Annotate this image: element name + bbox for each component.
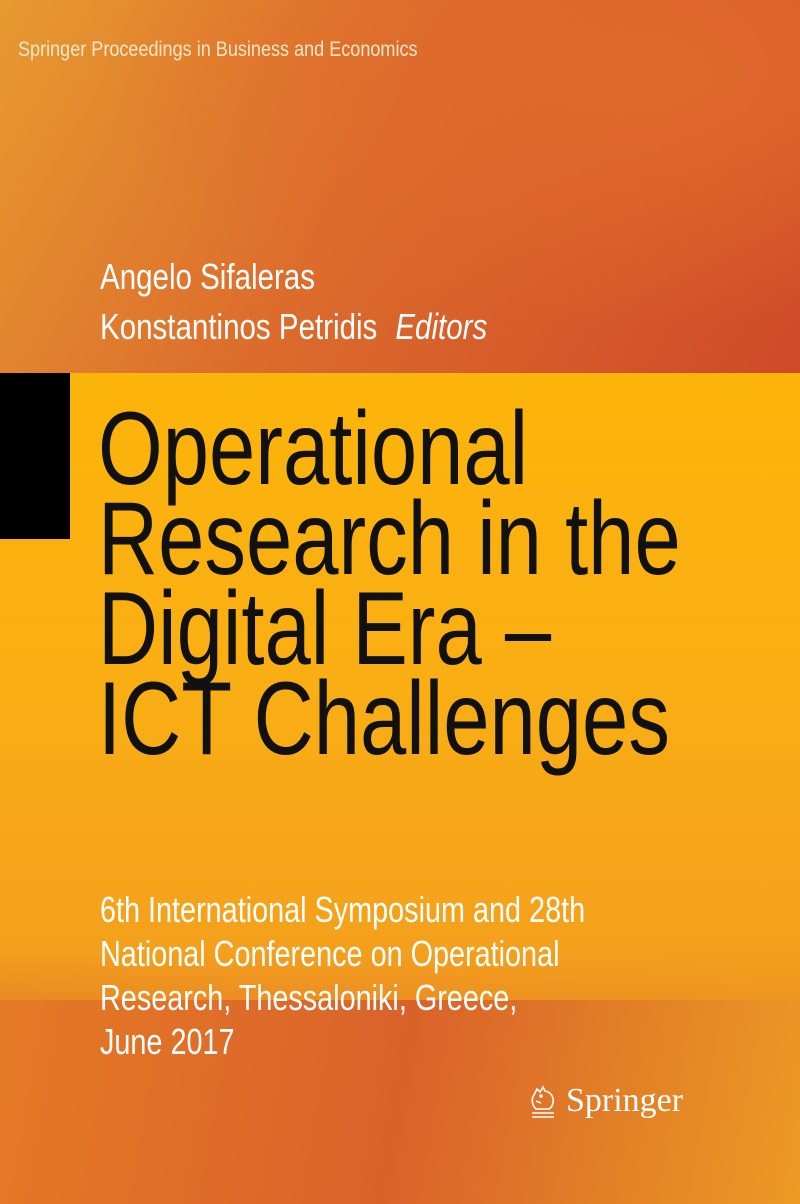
editor-name: Konstantinos Petridis [100,306,378,347]
title-line: ICT Challenges [98,661,670,777]
editor-name: Angelo Sifaleras [100,256,315,297]
cover-top-background [0,0,800,373]
springer-knight-icon [531,1085,554,1118]
cover-bottom-background [0,1000,800,1204]
editors: Angelo Sifaleras Konstantinos Petridis Ed… [100,252,487,352]
black-accent-block [0,373,70,539]
series-name: Springer Proceedings in Business and Eco… [18,38,418,61]
publisher-logo: Springer [528,1082,683,1120]
title-line: Research in the [98,481,681,597]
book-title: Operational Research in the Digital Era … [98,391,681,777]
subtitle-line: June 2017 [100,1021,235,1062]
subtitle-line: National Conference on Operational [100,933,560,974]
title-line: Operational [98,391,529,507]
subtitle-line: Research, Thessaloniki, Greece, [100,977,518,1018]
title-band [0,373,800,1053]
subtitle-line: 6th International Symposium and 28th [100,889,586,930]
editors-label: Editors [395,306,488,347]
book-subtitle: 6th International Symposium and 28th Nat… [100,888,585,1064]
title-line: Digital Era – [98,571,552,687]
publisher-name: Springer [566,1082,684,1119]
